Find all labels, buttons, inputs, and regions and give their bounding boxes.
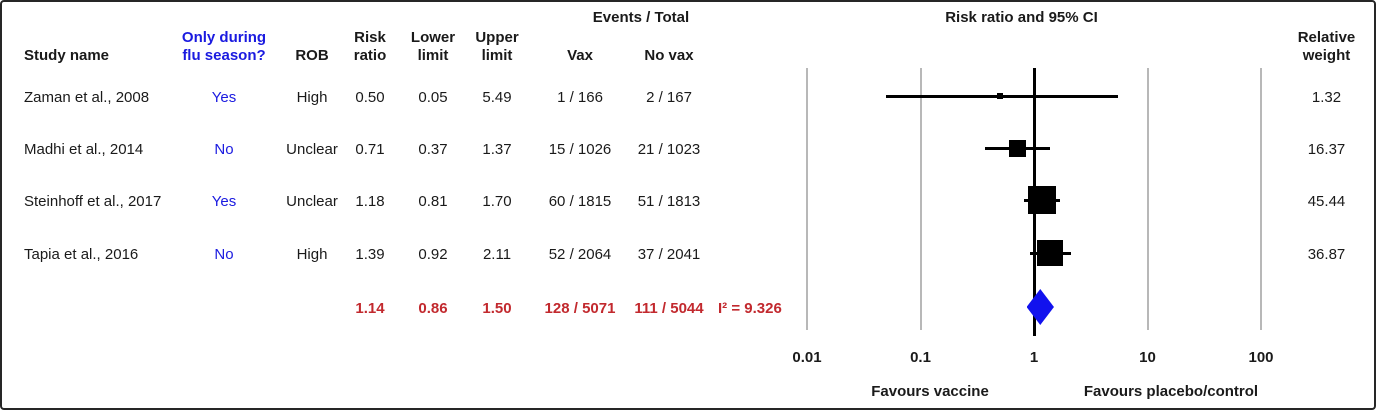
rob-value: Unclear bbox=[286, 193, 338, 210]
flu-season-value: Yes bbox=[211, 89, 237, 106]
study-name: Madhi et al., 2014 bbox=[24, 141, 144, 158]
axis-gridline bbox=[1260, 68, 1262, 330]
relative-weight-value: 45.44 bbox=[1307, 193, 1346, 210]
upper-limit-header-line1: Upper bbox=[475, 29, 519, 46]
rob-value: High bbox=[296, 246, 328, 263]
axis-tick-label: 0.1 bbox=[910, 349, 931, 366]
axis-tick-label: 1 bbox=[1029, 349, 1039, 366]
summary-upper-limit: 1.50 bbox=[482, 300, 512, 317]
upper-limit-value: 2.11 bbox=[482, 246, 512, 263]
axis-gridline bbox=[919, 68, 922, 330]
risk-ratio-header-line2: ratio bbox=[353, 47, 387, 64]
point-estimate-marker bbox=[1028, 186, 1057, 214]
study-name: Steinhoff et al., 2017 bbox=[24, 193, 162, 210]
summary-risk-ratio: 1.14 bbox=[355, 300, 385, 317]
axis-tick-label: 10 bbox=[1139, 349, 1156, 366]
flu-season-value: No bbox=[214, 246, 234, 263]
flu-season-header-line2: flu season? bbox=[182, 47, 266, 64]
vax-events: 15 / 1026 bbox=[548, 141, 612, 158]
lower-limit-value: 0.37 bbox=[418, 141, 448, 158]
risk-ratio-value: 1.39 bbox=[355, 246, 385, 263]
axis-gridline bbox=[806, 68, 808, 330]
point-estimate-marker bbox=[1008, 139, 1026, 157]
i-squared-value: I² = 9.326 bbox=[718, 300, 782, 317]
rob-value: Unclear bbox=[286, 141, 338, 158]
study-name-header: Study name bbox=[24, 47, 110, 64]
risk-ratio-value: 0.71 bbox=[355, 141, 385, 158]
relative-weight-header-line2: weight bbox=[1302, 47, 1351, 64]
no-vax-events: 37 / 2041 bbox=[637, 246, 701, 263]
lower-limit-value: 0.05 bbox=[418, 89, 448, 106]
axis-tick-label: 100 bbox=[1248, 349, 1274, 366]
vax-events: 1 / 166 bbox=[557, 89, 603, 106]
vax-events: 52 / 2064 bbox=[548, 246, 612, 263]
lower-limit-header-line2: limit bbox=[417, 47, 449, 64]
upper-limit-header-line2: limit bbox=[481, 47, 513, 64]
risk-ratio-value: 1.18 bbox=[355, 193, 385, 210]
summary-diamond bbox=[1026, 289, 1054, 325]
lower-limit-header-line1: Lower bbox=[410, 29, 456, 46]
relative-weight-header-line1: Relative bbox=[1297, 29, 1356, 46]
flu-season-header-line1: Only during bbox=[181, 29, 267, 46]
lower-limit-value: 0.92 bbox=[418, 246, 448, 263]
study-name: Tapia et al., 2016 bbox=[24, 246, 139, 263]
lower-limit-value: 0.81 bbox=[418, 193, 448, 210]
study-name: Zaman et al., 2008 bbox=[24, 89, 150, 106]
rob-value: High bbox=[296, 89, 328, 106]
relative-weight-value: 16.37 bbox=[1307, 141, 1346, 158]
point-estimate-marker bbox=[1037, 240, 1064, 266]
risk-ratio-value: 0.50 bbox=[355, 89, 385, 106]
relative-weight-value: 36.87 bbox=[1307, 246, 1346, 263]
upper-limit-value: 5.49 bbox=[482, 89, 512, 106]
risk-ratio-header-line1: Risk bbox=[354, 29, 386, 46]
point-estimate-marker bbox=[996, 93, 1003, 99]
vax-header: Vax bbox=[567, 47, 593, 64]
upper-limit-value: 1.70 bbox=[482, 193, 512, 210]
rob-header: ROB bbox=[295, 47, 329, 64]
favours-left-label: Favours vaccine bbox=[871, 383, 989, 400]
plot-title: Risk ratio and 95% CI bbox=[945, 9, 1098, 26]
no-vax-header: No vax bbox=[644, 47, 694, 64]
no-vax-events: 21 / 1023 bbox=[637, 141, 701, 158]
summary-lower-limit: 0.86 bbox=[418, 300, 448, 317]
upper-limit-value: 1.37 bbox=[482, 141, 512, 158]
relative-weight-value: 1.32 bbox=[1311, 89, 1342, 106]
favours-right-label: Favours placebo/control bbox=[1083, 383, 1259, 400]
summary-no-vax-events: 111 / 5044 bbox=[634, 300, 704, 317]
no-vax-events: 51 / 1813 bbox=[637, 193, 701, 210]
axis-gridline bbox=[1146, 68, 1149, 330]
axis-tick-label: 0.01 bbox=[792, 349, 822, 366]
flu-season-value: No bbox=[214, 141, 234, 158]
vax-events: 60 / 1815 bbox=[548, 193, 612, 210]
events-total-header: Events / Total bbox=[592, 9, 690, 26]
summary-vax-events: 128 / 5071 bbox=[544, 300, 616, 317]
flu-season-value: Yes bbox=[211, 193, 237, 210]
no-vax-events: 2 / 167 bbox=[646, 89, 692, 106]
